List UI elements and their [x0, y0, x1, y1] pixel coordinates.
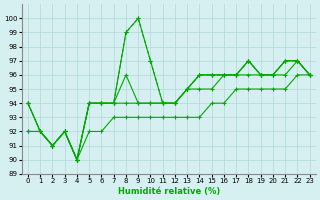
X-axis label: Humidité relative (%): Humidité relative (%) — [118, 187, 220, 196]
